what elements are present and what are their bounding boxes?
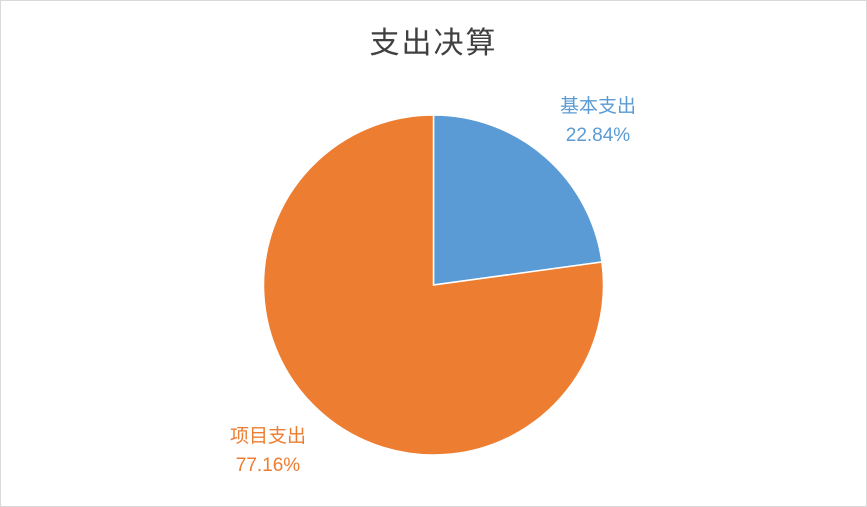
slice-category-label: 基本支出 — [560, 95, 636, 117]
slice-percent-label: 77.16% — [236, 455, 301, 476]
pie-slice-1 — [432, 114, 603, 286]
slice-percent-label: 22.84% — [566, 125, 631, 146]
slice-category-label: 项目支出 — [230, 425, 306, 447]
chart-title: 支出决算 — [369, 26, 498, 61]
pie-slice-2 — [262, 114, 605, 456]
